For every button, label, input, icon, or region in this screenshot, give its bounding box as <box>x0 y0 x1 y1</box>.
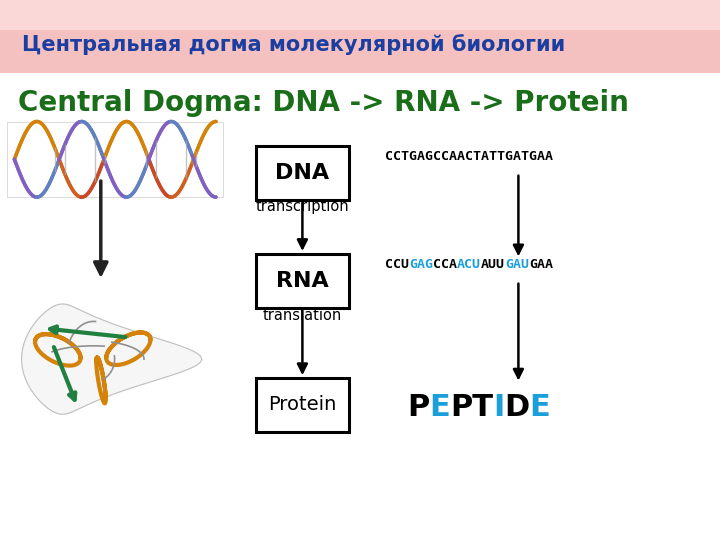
Text: GAU: GAU <box>505 258 529 271</box>
Text: CCTGAGCCAACTATTGATGAA: CCTGAGCCAACTATTGATGAA <box>385 150 553 163</box>
Text: D: D <box>504 393 529 422</box>
Text: CCA: CCA <box>433 258 457 271</box>
FancyBboxPatch shape <box>7 122 223 197</box>
Text: E: E <box>429 393 450 422</box>
Text: GAA: GAA <box>529 258 553 271</box>
Bar <box>0 0 720 30</box>
Text: PT: PT <box>450 393 492 422</box>
Text: translation: translation <box>263 308 342 323</box>
Text: RNA: RNA <box>276 271 329 291</box>
Bar <box>0 0 720 73</box>
Text: Центральная догма молекулярной биологии: Центральная догма молекулярной биологии <box>22 35 565 55</box>
Text: Protein: Protein <box>269 395 336 415</box>
Text: DNA: DNA <box>275 163 330 183</box>
Text: Central Dogma: DNA -> RNA -> Protein: Central Dogma: DNA -> RNA -> Protein <box>18 89 629 117</box>
Text: GAG: GAG <box>409 258 433 271</box>
FancyBboxPatch shape <box>256 378 349 432</box>
Text: ACU: ACU <box>457 258 481 271</box>
Text: CCU: CCU <box>385 258 409 271</box>
Polygon shape <box>22 304 202 414</box>
Text: AUU: AUU <box>481 258 505 271</box>
Text: transcription: transcription <box>256 199 349 214</box>
FancyBboxPatch shape <box>256 146 349 200</box>
Text: E: E <box>529 393 550 422</box>
FancyBboxPatch shape <box>256 254 349 308</box>
Text: P: P <box>407 393 429 422</box>
Text: I: I <box>492 393 504 422</box>
